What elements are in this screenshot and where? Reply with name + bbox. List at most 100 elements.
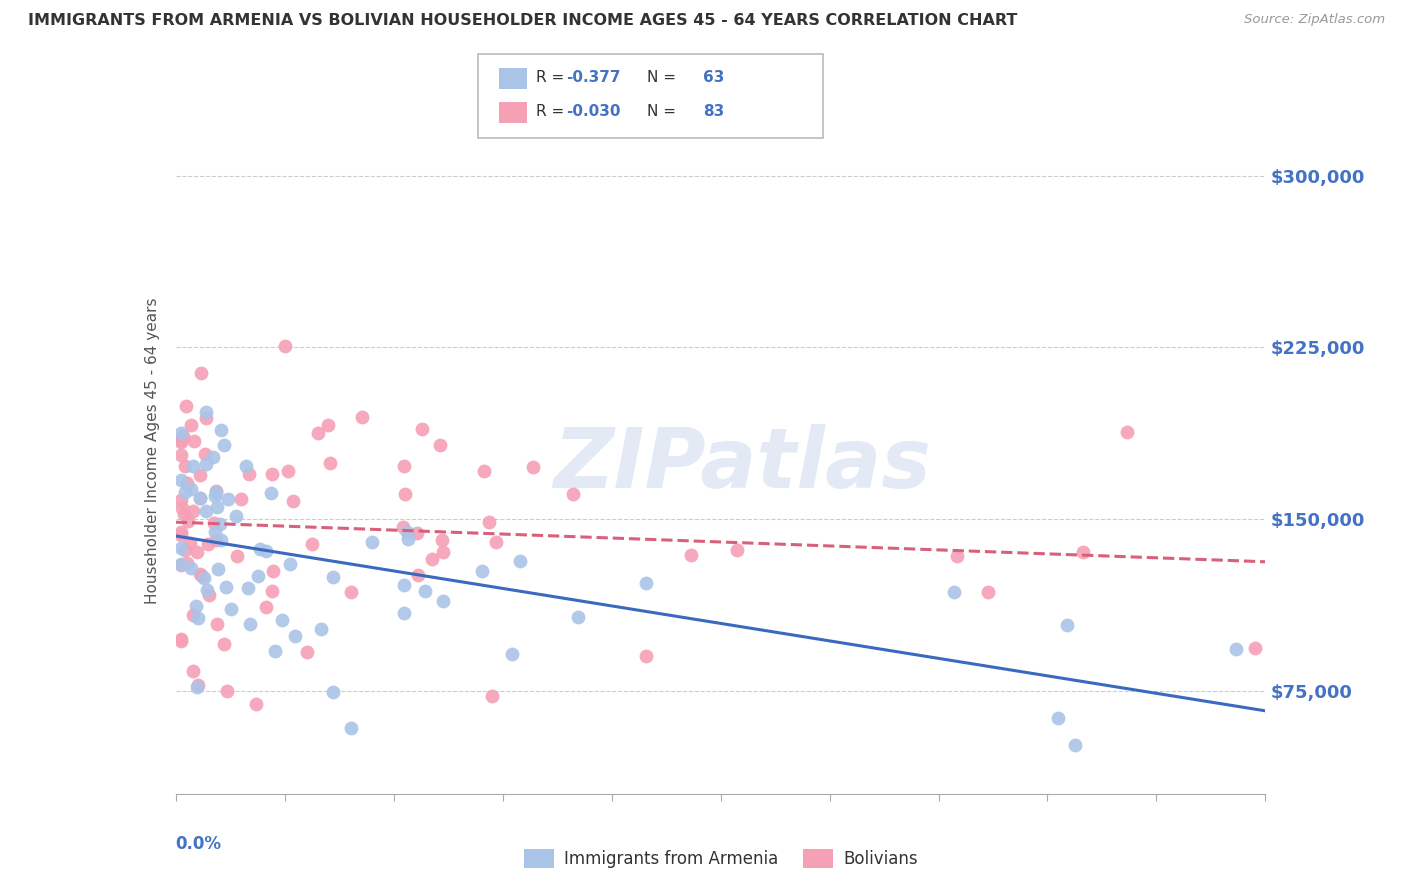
Point: [195, 582, 218, 597]
Point: [263, 644, 285, 658]
Point: [225, 549, 247, 564]
Point: [170, 632, 193, 646]
Point: [522, 460, 544, 475]
Point: [197, 537, 219, 551]
Point: [207, 616, 229, 631]
Point: [179, 536, 201, 550]
Point: [432, 545, 454, 559]
Point: [190, 366, 212, 380]
Point: [217, 491, 239, 506]
Point: [260, 467, 283, 482]
Point: [207, 562, 229, 576]
Point: [215, 580, 238, 594]
Point: [195, 457, 218, 471]
Point: [946, 549, 969, 564]
Point: [195, 503, 218, 517]
Point: [186, 545, 208, 559]
Point: [322, 570, 344, 584]
Text: R =: R =: [536, 104, 569, 119]
Point: [1243, 641, 1265, 656]
Point: [236, 581, 259, 595]
Point: [173, 458, 195, 473]
Point: [173, 507, 195, 521]
Legend: Immigrants from Armenia, Bolivians: Immigrants from Armenia, Bolivians: [517, 842, 924, 875]
Point: [209, 533, 232, 547]
Text: 83: 83: [703, 104, 724, 119]
Point: [277, 464, 299, 478]
Point: [284, 629, 307, 643]
Point: [187, 611, 209, 625]
Point: [485, 535, 508, 549]
Point: [170, 528, 193, 542]
Point: [943, 584, 966, 599]
Point: [274, 339, 297, 353]
Point: [174, 543, 197, 558]
Point: [256, 544, 278, 558]
Point: [176, 556, 198, 570]
Point: [278, 557, 301, 571]
Point: [212, 438, 235, 452]
Y-axis label: Householder Income Ages 45 - 64 years: Householder Income Ages 45 - 64 years: [145, 297, 160, 604]
Point: [636, 648, 658, 663]
Point: [229, 491, 252, 506]
Point: [322, 684, 344, 698]
Point: [301, 536, 323, 550]
Point: [235, 459, 257, 474]
Text: N =: N =: [647, 70, 676, 85]
Point: [350, 409, 373, 424]
Point: [392, 520, 415, 534]
Point: [318, 456, 340, 470]
Point: [170, 448, 193, 462]
Point: [187, 678, 209, 692]
Point: [180, 417, 202, 432]
Point: [392, 458, 415, 473]
Point: [283, 494, 305, 508]
Point: [238, 467, 260, 481]
Point: [360, 535, 382, 549]
Point: [413, 584, 436, 599]
Point: [1064, 738, 1087, 752]
Point: [205, 533, 228, 547]
Point: [188, 468, 211, 483]
Point: [636, 575, 658, 590]
Point: [430, 533, 453, 548]
Point: [254, 600, 277, 615]
Point: [194, 405, 217, 419]
Text: -0.377: -0.377: [567, 70, 621, 85]
Point: [394, 606, 416, 620]
Point: [202, 450, 225, 465]
Point: [1116, 425, 1139, 439]
Point: [174, 484, 197, 499]
Point: [180, 561, 202, 575]
Point: [316, 417, 339, 432]
Point: [193, 571, 215, 585]
Text: ZIPatlas: ZIPatlas: [554, 424, 931, 505]
Point: [225, 509, 247, 524]
Point: [725, 543, 748, 558]
Point: [215, 684, 238, 698]
Point: [170, 524, 193, 539]
Text: 0.0%: 0.0%: [176, 835, 222, 853]
Point: [174, 399, 197, 413]
Point: [405, 526, 427, 541]
Text: N =: N =: [647, 104, 676, 119]
Point: [195, 411, 218, 425]
Point: [245, 697, 267, 711]
Point: [183, 607, 205, 622]
Point: [205, 500, 228, 515]
Point: [501, 647, 523, 661]
Point: [472, 464, 495, 478]
Point: [262, 583, 284, 598]
Point: [183, 664, 205, 678]
Point: [176, 475, 198, 490]
Point: [977, 585, 1000, 599]
Point: [420, 552, 443, 566]
Point: [170, 633, 193, 648]
Point: [170, 435, 193, 450]
Point: [177, 514, 200, 528]
Point: [262, 564, 284, 578]
Text: IMMIGRANTS FROM ARMENIA VS BOLIVIAN HOUSEHOLDER INCOME AGES 45 - 64 YEARS CORREL: IMMIGRANTS FROM ARMENIA VS BOLIVIAN HOUS…: [28, 13, 1018, 29]
Point: [249, 541, 271, 556]
Point: [205, 484, 228, 499]
Point: [471, 565, 494, 579]
